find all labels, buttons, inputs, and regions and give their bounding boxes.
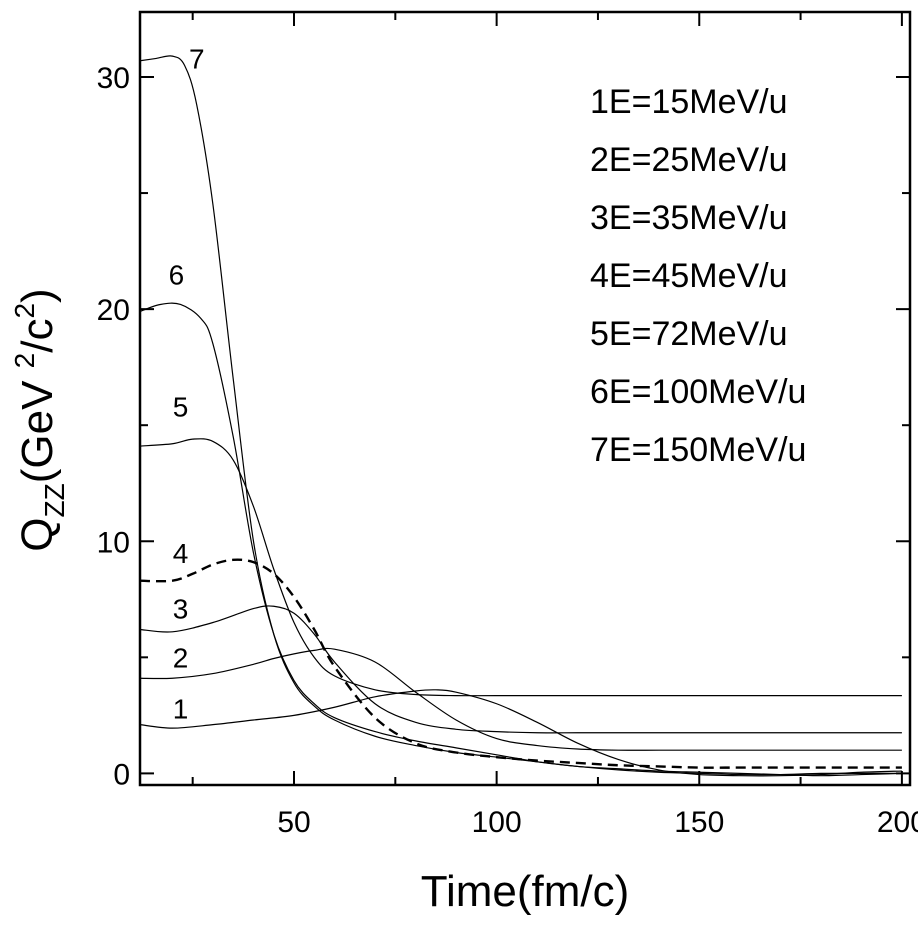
series-4-label: 4 [173, 538, 189, 569]
y-axis-label-subscript: ZZ [39, 483, 70, 517]
chart-curves [139, 55, 902, 777]
legend: 1E=15MeV/u 2E=25MeV/u 3E=35MeV/u 4E=45MeV/u… [590, 83, 806, 469]
series-6-line [139, 302, 902, 776]
y-axis-label-unit-close: ) [13, 288, 62, 303]
x-tick-label: 100 [472, 806, 522, 839]
y-tick-label: 30 [97, 62, 130, 95]
x-tick-label: 200 [877, 806, 918, 839]
series-6-label: 6 [169, 259, 185, 290]
series-3-label: 3 [173, 594, 189, 625]
legend-entry: 5E=72MeV/u [590, 315, 788, 353]
legend-entry: 7E=150MeV/u [590, 431, 806, 469]
legend-entry: 2E=25MeV/u [590, 141, 788, 179]
legend-entry: 3E=35MeV/u [590, 199, 788, 237]
y-axis-label-unit-mid: /c [13, 319, 62, 353]
legend-entry: 6E=100MeV/u [590, 373, 806, 411]
y-axis-label-group: QZZ(GeV 2/c2) [9, 288, 70, 551]
legend-entry: 1E=15MeV/u [590, 83, 788, 121]
series-7-label: 7 [189, 43, 205, 74]
x-tick-label: 50 [277, 806, 310, 839]
x-axis-label: Time(fm/c) [421, 867, 630, 916]
y-axis-label-base: Q [13, 517, 62, 551]
series-2-label: 2 [173, 642, 189, 673]
axis-ticks: 50 100 150 200 0 10 20 30 [97, 12, 918, 839]
x-tick-label: 150 [674, 806, 724, 839]
series-7-line [139, 55, 902, 777]
series-3-line [139, 605, 902, 734]
series-2-line [139, 647, 902, 751]
series-1-line [139, 689, 902, 777]
legend-entry: 4E=45MeV/u [590, 257, 788, 295]
plot-frame [138, 10, 912, 787]
y-tick-label: 20 [97, 294, 130, 327]
series-5-label: 5 [173, 392, 189, 423]
y-tick-label: 0 [113, 758, 130, 791]
curve-labels: 1 2 3 4 5 6 7 [169, 43, 205, 724]
y-axis-label-superscript-1: 2 [9, 353, 40, 369]
y-axis-label-unit-open: (GeV [13, 368, 62, 483]
series-1-label: 1 [173, 693, 189, 724]
y-axis-label-superscript-2: 2 [9, 303, 40, 319]
y-axis-label: QZZ(GeV 2/c2) [9, 288, 70, 551]
y-tick-label: 10 [97, 526, 130, 559]
series-5-line [139, 438, 902, 697]
